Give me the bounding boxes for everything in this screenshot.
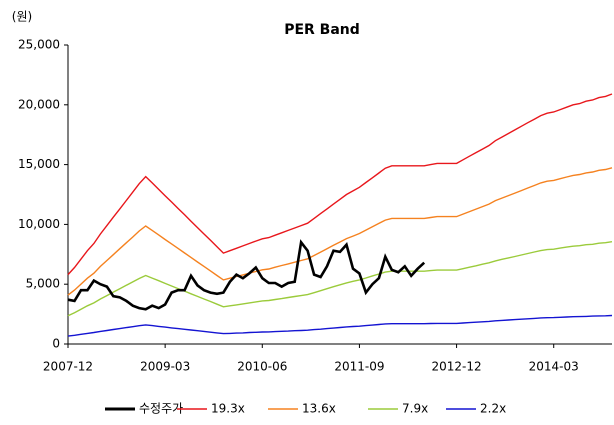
series-line <box>67 314 613 337</box>
legend-label: 2.2x <box>480 402 506 416</box>
x-tick-label: 2014-03 <box>529 360 579 374</box>
legend-label: 13.6x <box>302 402 336 416</box>
series-line <box>67 93 613 276</box>
series-line <box>67 167 613 296</box>
chart-title: PER Band <box>284 22 360 38</box>
legend-label: 19.3x <box>211 402 245 416</box>
legend-label: 수정주가 <box>139 402 183 416</box>
y-tick-label: 20,000 <box>18 97 60 111</box>
x-tick-label: 2007-12 <box>43 360 93 374</box>
series-line <box>67 239 426 311</box>
x-tick-label: 2010-06 <box>237 360 287 374</box>
x-tick-label: 2012-12 <box>432 360 482 374</box>
x-tick-label: 2011-09 <box>334 360 384 374</box>
y-tick-label: 25,000 <box>18 38 60 52</box>
x-tick-label: 2009-03 <box>140 360 190 374</box>
y-axis-label: (원) <box>12 10 32 24</box>
legend-label: 7.9x <box>402 402 428 416</box>
y-tick-label: 5,000 <box>26 277 60 291</box>
y-tick-label: 15,000 <box>18 157 60 171</box>
series-line <box>67 241 613 317</box>
y-tick-label: 10,000 <box>18 217 60 231</box>
y-tick-label: 0 <box>52 337 60 351</box>
